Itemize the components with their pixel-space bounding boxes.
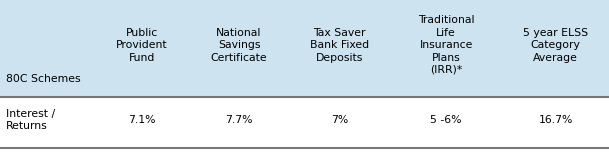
Text: 16.7%: 16.7% xyxy=(538,115,573,125)
Text: Public
Provident
Fund: Public Provident Fund xyxy=(116,28,167,63)
Bar xyxy=(0,96,609,153)
Text: 80C Schemes: 80C Schemes xyxy=(6,74,81,84)
Text: 7.7%: 7.7% xyxy=(225,115,253,125)
Text: 5 -6%: 5 -6% xyxy=(431,115,462,125)
Bar xyxy=(0,0,609,96)
Text: Interest /
Returns: Interest / Returns xyxy=(6,109,55,131)
Text: 5 year ELSS
Category
Average: 5 year ELSS Category Average xyxy=(523,28,588,63)
Text: 7%: 7% xyxy=(331,115,348,125)
Text: Tax Saver
Bank Fixed
Deposits: Tax Saver Bank Fixed Deposits xyxy=(310,28,369,63)
Text: 7.1%: 7.1% xyxy=(128,115,155,125)
Text: National
Savings
Certificate: National Savings Certificate xyxy=(211,28,267,63)
Text: Traditional
Life
Insurance
Plans
(IRR)*: Traditional Life Insurance Plans (IRR)* xyxy=(418,15,474,75)
